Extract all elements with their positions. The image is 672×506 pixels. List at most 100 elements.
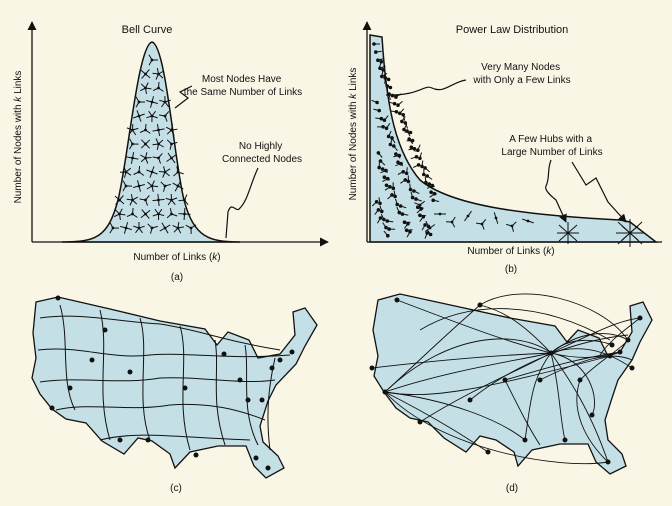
panel-a-caption: (a) — [171, 272, 183, 283]
network-node — [424, 224, 436, 232]
network-node — [383, 230, 390, 238]
network-node — [135, 96, 145, 108]
network-node — [417, 419, 423, 425]
network-node — [589, 412, 595, 418]
network-node — [173, 166, 184, 177]
network-node — [418, 152, 422, 161]
network-node — [139, 82, 152, 94]
network-node — [605, 459, 611, 465]
network-node — [637, 315, 643, 321]
network-node — [166, 152, 177, 164]
network-node — [382, 175, 390, 181]
network-node — [502, 377, 508, 383]
network-node — [393, 190, 397, 199]
us-map-outline-d — [372, 293, 653, 475]
network-node — [237, 377, 243, 383]
network-node — [89, 357, 95, 363]
network-node — [166, 139, 178, 150]
panel-a-annotation-most-nodes: Most Nodes Have the Same Number of Links — [184, 74, 302, 98]
network-node — [120, 222, 132, 234]
network-node — [424, 231, 430, 239]
network-node — [152, 124, 165, 136]
network-node — [140, 139, 151, 149]
network-node — [373, 108, 382, 113]
network-node — [277, 357, 283, 363]
network-node — [178, 194, 189, 206]
network-node — [404, 228, 413, 233]
panel-b-annotation-many-nodes: Very Many Nodes with Only a Few Links — [472, 62, 570, 86]
network-node — [140, 209, 151, 219]
network-node — [140, 152, 152, 164]
network-node — [374, 208, 381, 215]
bell-curve-nodes — [109, 54, 197, 235]
panel-b-annotation-few-hubs: A Few Hubs with a Large Number of Links — [501, 134, 602, 158]
panel-b-x-label: Number of Links (k) — [467, 246, 554, 257]
network-node — [387, 227, 396, 231]
network-node — [405, 129, 411, 137]
network-node — [383, 76, 388, 84]
network-node — [114, 195, 125, 205]
network-node — [380, 213, 386, 222]
network-node — [159, 111, 170, 122]
network-node — [400, 116, 406, 124]
panel-a-annotation-2-squiggle — [225, 167, 259, 239]
network-node — [434, 212, 446, 216]
network-node — [385, 219, 394, 223]
network-node — [372, 42, 380, 46]
network-node — [376, 151, 383, 158]
network-node — [396, 160, 404, 167]
network-node — [407, 137, 414, 145]
network-node — [193, 452, 199, 458]
panel-b-annotation-2-arrow-1 — [545, 159, 567, 223]
network-node — [126, 194, 139, 206]
network-node — [245, 397, 251, 403]
network-node — [445, 216, 456, 228]
network-node — [166, 208, 178, 219]
network-node — [429, 190, 437, 195]
network-node — [182, 385, 188, 391]
network-node — [178, 207, 191, 221]
network-node — [269, 365, 275, 371]
network-node — [427, 182, 435, 188]
network-node — [404, 167, 409, 176]
network-node — [522, 437, 528, 443]
network-node — [371, 200, 379, 207]
network-node — [476, 218, 487, 230]
network-node — [117, 437, 123, 443]
network-node — [146, 110, 158, 123]
network-node — [152, 81, 164, 92]
network-node — [172, 180, 184, 192]
network-node — [485, 449, 491, 455]
network-node — [375, 116, 384, 121]
network-node — [398, 204, 407, 209]
panel-b-title: Power Law Distribution — [456, 24, 569, 36]
network-node — [127, 369, 133, 375]
network-node — [265, 465, 271, 471]
network-node — [185, 224, 197, 235]
network-node — [421, 223, 427, 231]
panel-a-title: Bell Curve — [122, 24, 173, 36]
network-node — [160, 181, 171, 192]
network-node — [382, 389, 388, 395]
network-node — [221, 351, 227, 357]
network-node — [379, 205, 384, 214]
network-node — [390, 136, 396, 144]
panel-c-us-random-network: (c) — [31, 295, 318, 494]
network-node — [172, 222, 184, 234]
network-node — [412, 189, 420, 195]
network-node — [387, 193, 394, 200]
network-node — [397, 170, 406, 175]
network-node — [424, 176, 428, 185]
network-node — [391, 182, 396, 191]
network-node — [422, 168, 426, 177]
network-node — [145, 437, 151, 443]
network-node — [67, 385, 73, 391]
network-node — [152, 208, 165, 221]
network-node — [152, 138, 164, 150]
network-node — [414, 200, 426, 211]
network-node — [369, 365, 375, 371]
network-node — [376, 58, 384, 62]
network-node — [152, 68, 164, 80]
network-node — [122, 180, 133, 192]
